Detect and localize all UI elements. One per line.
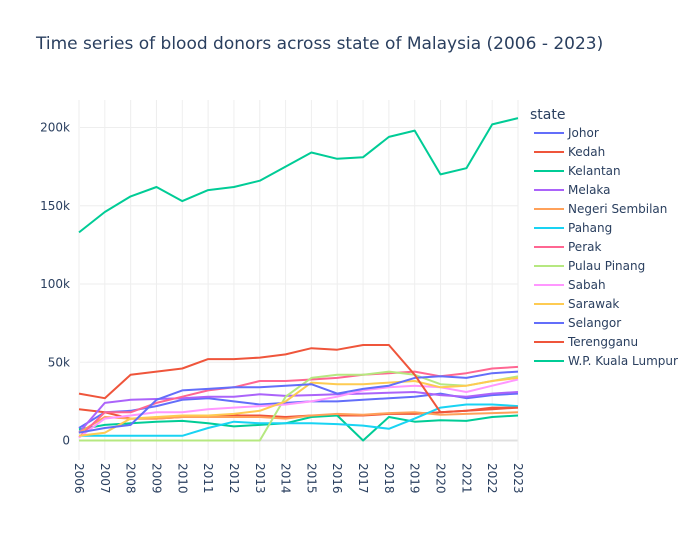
legend-item-perak[interactable]: Perak — [534, 240, 601, 254]
legend-item-terengganu[interactable]: Terengganu — [534, 335, 638, 349]
series-line-negeri-sembilan[interactable] — [78, 411, 519, 434]
series-line-selangor[interactable] — [78, 370, 519, 434]
y-tick-label: 100k — [40, 277, 70, 291]
legend-label: Pahang — [568, 221, 612, 235]
legend-label: Johor — [567, 126, 599, 140]
series-line-pulau-pinang[interactable] — [79, 370, 519, 442]
legend-label: Kedah — [568, 145, 605, 159]
legend-item-pulau-pinang[interactable]: Pulau Pinang — [534, 259, 645, 273]
x-tick-label: 2017 — [356, 463, 370, 494]
x-tick-label: 2016 — [330, 463, 344, 494]
legend-item-w-p-kuala-lumpur[interactable]: W.P. Kuala Lumpur — [534, 354, 678, 368]
y-tick-label: 0 — [62, 434, 70, 448]
series-line-sarawak[interactable] — [78, 376, 519, 437]
x-tick-label: 2012 — [227, 463, 241, 494]
x-tick-label: 2020 — [434, 463, 448, 494]
legend-item-sarawak[interactable]: Sarawak — [534, 297, 619, 311]
legend-label: Selangor — [568, 316, 621, 330]
legend-item-kelantan[interactable]: Kelantan — [534, 164, 621, 178]
legend-label: Negeri Sembilan — [568, 202, 667, 216]
x-tick-label: 2021 — [459, 463, 473, 494]
legend-item-kedah[interactable]: Kedah — [534, 145, 605, 159]
x-tick-label: 2018 — [382, 463, 396, 494]
x-tick-label: 2019 — [408, 463, 422, 494]
y-tick-label: 50k — [48, 355, 70, 369]
x-tick-label: 2009 — [149, 463, 163, 494]
y-axis-ticks: 0 50k 100k 150k 200k — [40, 121, 70, 448]
x-tick-label: 2006 — [72, 463, 86, 494]
x-tick-label: 2013 — [253, 463, 267, 494]
legend-label: Sarawak — [568, 297, 619, 311]
legend-label: Kelantan — [568, 164, 621, 178]
legend-item-pahang[interactable]: Pahang — [534, 221, 612, 235]
x-tick-label: 2014 — [279, 463, 293, 494]
legend-item-johor[interactable]: Johor — [534, 126, 599, 140]
legend-item-melaka[interactable]: Melaka — [534, 183, 611, 197]
legend[interactable]: state Johor Kedah Kelantan Melaka Negeri Sem… — [530, 107, 678, 368]
legend-title: state — [530, 107, 565, 123]
series-line-kelantan[interactable] — [78, 414, 519, 442]
series-lines — [78, 117, 519, 442]
y-tick-label: 150k — [40, 199, 70, 213]
series-line-melaka[interactable] — [78, 391, 519, 434]
x-tick-label: 2022 — [485, 463, 499, 494]
x-tick-label: 2023 — [511, 463, 525, 494]
y-tick-label: 200k — [40, 121, 70, 135]
legend-item-negeri-sembilan[interactable]: Negeri Sembilan — [534, 202, 667, 216]
chart-title: Time series of blood donors across state… — [36, 34, 604, 54]
x-tick-label: 2015 — [304, 463, 318, 494]
x-tick-label: 2011 — [201, 463, 215, 494]
legend-item-sabah[interactable]: Sabah — [534, 278, 606, 292]
series-line-w-p-kuala-lumpur[interactable] — [78, 117, 519, 234]
x-tick-label: 2010 — [175, 463, 189, 494]
x-tick-label: 2008 — [124, 463, 138, 494]
legend-label: W.P. Kuala Lumpur — [568, 354, 678, 368]
legend-item-selangor[interactable]: Selangor — [534, 316, 621, 330]
legend-label: Terengganu — [567, 335, 638, 349]
series-line-sabah[interactable] — [78, 378, 519, 439]
legend-label: Perak — [568, 240, 601, 254]
legend-label: Pulau Pinang — [568, 259, 645, 273]
legend-label: Sabah — [568, 278, 606, 292]
series-line-pahang[interactable] — [79, 403, 519, 437]
x-axis-ticks: 2006 2007 2008 2009 2010 2011 2012 2013 2014 2015… — [72, 463, 525, 494]
legend-label: Melaka — [568, 183, 611, 197]
series-line-terengganu[interactable] — [78, 344, 518, 414]
x-tick-label: 2007 — [98, 463, 112, 494]
